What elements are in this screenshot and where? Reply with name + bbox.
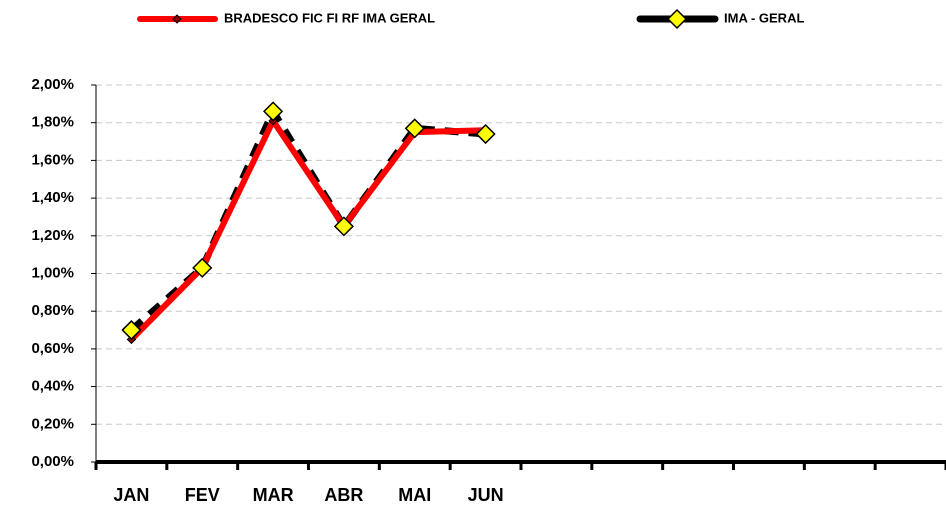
point-marker [121,319,142,341]
line-series [129,117,486,342]
y-tick-label: 1,80% [31,114,74,131]
x-tick-label: JUN [468,485,504,505]
point-marker [263,101,284,122]
legend-marker [172,14,182,24]
y-tick-label: 1,40% [31,189,74,206]
x-tick-label: MAI [398,485,431,505]
y-tick-label: 0,20% [31,415,74,432]
legend-label: IMA - GERAL [724,10,804,25]
point-marker [404,118,425,139]
y-tick-label: 1,20% [31,227,74,244]
x-tick-label: JAN [113,485,149,505]
y-tick-label: 0,60% [31,340,74,357]
point-marker [475,123,496,145]
legend-marker [666,8,688,30]
y-tick-label: 1,60% [31,151,74,168]
point-marker [192,257,213,278]
line-series [129,107,486,333]
y-tick-label: 0,40% [31,378,74,395]
y-tick-label: 0,00% [31,453,74,470]
point-marker [333,216,354,237]
x-tick-label: FEV [185,485,220,505]
x-tick-label: MAR [253,485,294,505]
x-tick-label: ABR [324,485,363,505]
y-tick-label: 1,00% [31,264,74,281]
legend-label: BRADESCO FIC FI RF IMA GERAL [224,10,435,25]
y-tick-label: 0,80% [31,302,74,319]
y-tick-label: 2,00% [31,76,74,93]
